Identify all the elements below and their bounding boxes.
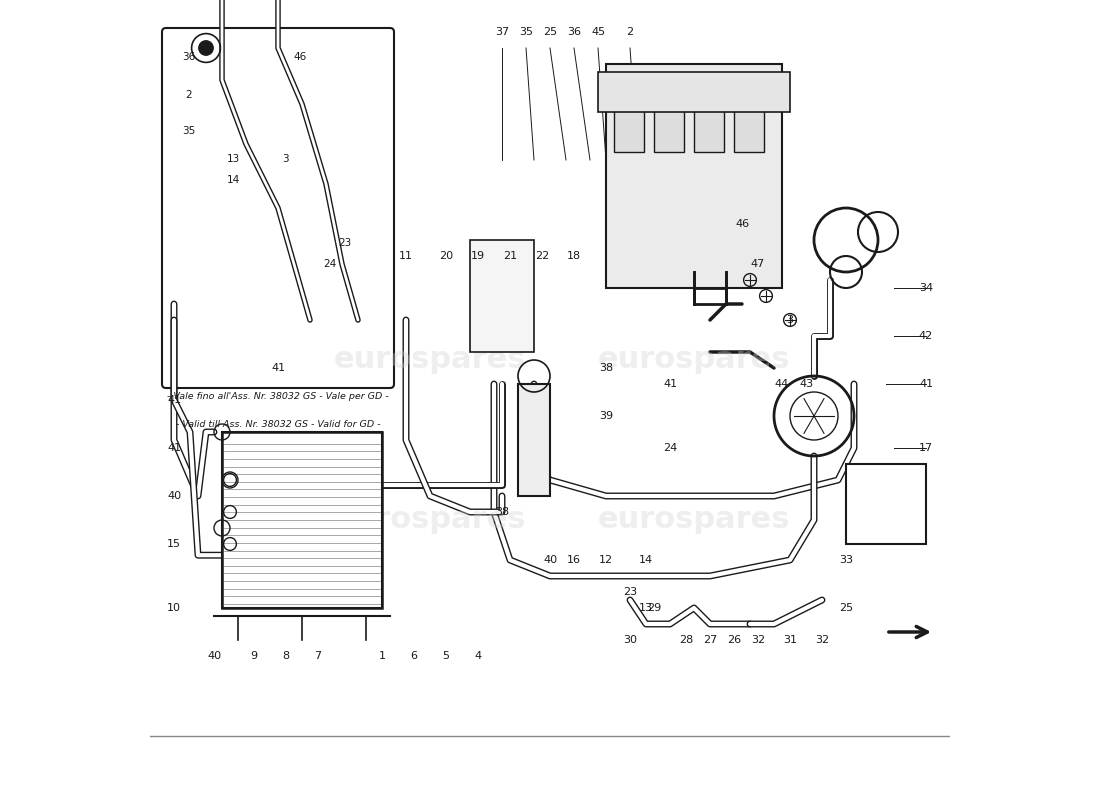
Circle shape [199,41,213,55]
Bar [518,384,550,496]
Text: 32: 32 [815,635,829,645]
Text: 28: 28 [679,635,693,645]
Text: 3: 3 [283,154,289,164]
Text: 17: 17 [918,443,933,453]
Text: 36: 36 [566,27,581,37]
Text: 43: 43 [799,379,813,389]
Text: 44: 44 [774,379,789,389]
Text: 4: 4 [474,651,482,661]
Text: 11: 11 [399,251,412,261]
Text: 10: 10 [167,603,182,613]
Text: 14: 14 [227,175,240,185]
Text: Tab. 39: Tab. 39 [862,514,910,526]
Bar [846,464,926,544]
Text: 25: 25 [839,603,854,613]
Text: 13: 13 [227,154,240,164]
Text: Tav. 39: Tav. 39 [862,486,910,498]
Text: 41: 41 [918,379,933,389]
Text: 35: 35 [182,126,195,135]
Text: 26: 26 [727,635,741,645]
Bar [222,432,382,608]
Text: 34: 34 [918,283,933,293]
Text: 40: 40 [543,555,557,565]
Text: 8: 8 [283,651,289,661]
Text: 24: 24 [663,443,678,453]
Bar [694,88,725,152]
Text: eurospares: eurospares [333,346,526,374]
Text: 33: 33 [839,555,853,565]
Text: 41: 41 [271,363,285,373]
Text: 18: 18 [566,251,581,261]
Text: 38: 38 [598,363,613,373]
Text: 24: 24 [323,259,337,270]
Text: 29: 29 [647,603,661,613]
Text: 40: 40 [207,651,221,661]
Bar [470,240,534,352]
Text: 42: 42 [918,331,933,341]
Text: 46: 46 [294,52,307,62]
Bar [654,88,684,152]
Text: 31: 31 [783,635,798,645]
Text: - Valid till Ass. Nr. 38032 GS - Valid for GD -: - Valid till Ass. Nr. 38032 GS - Valid f… [176,420,381,429]
Text: 2: 2 [185,90,191,100]
Text: 38: 38 [495,507,509,517]
Text: 45: 45 [591,27,605,37]
Text: 20: 20 [439,251,453,261]
Text: 15: 15 [167,539,182,549]
Text: 25: 25 [543,27,557,37]
Bar [598,72,790,112]
Bar [614,88,645,152]
Text: 47: 47 [751,259,766,269]
Text: 41: 41 [167,395,182,405]
Text: 9: 9 [251,651,257,661]
Text: 6: 6 [410,651,418,661]
Text: 22: 22 [535,251,549,261]
Text: 32: 32 [751,635,766,645]
Bar [222,432,382,608]
Text: 5: 5 [442,651,450,661]
Text: 12: 12 [598,555,613,565]
Text: eurospares: eurospares [333,506,526,534]
Text: eurospares: eurospares [597,506,790,534]
Text: 40: 40 [167,491,182,501]
Text: 14: 14 [639,555,653,565]
Text: 35: 35 [519,27,534,37]
Text: 19: 19 [471,251,485,261]
Text: 39: 39 [598,411,613,421]
Text: 37: 37 [495,27,509,37]
Text: 36: 36 [182,52,195,62]
Text: 30: 30 [623,635,637,645]
Text: 41: 41 [663,379,678,389]
Text: - Vale fino all'Ass. Nr. 38032 GS - Vale per GD -: - Vale fino all'Ass. Nr. 38032 GS - Vale… [167,392,389,401]
Text: 3: 3 [786,315,793,325]
Text: 27: 27 [703,635,717,645]
Bar [734,88,764,152]
Text: 16: 16 [566,555,581,565]
Text: 23: 23 [339,238,352,248]
Bar [606,64,782,288]
Text: 2: 2 [626,27,634,37]
Text: 46: 46 [735,219,749,229]
Text: 7: 7 [315,651,321,661]
Text: 1: 1 [378,651,385,661]
Text: 21: 21 [503,251,517,261]
Text: eurospares: eurospares [597,346,790,374]
Text: 13: 13 [639,603,653,613]
FancyBboxPatch shape [162,28,394,388]
Text: 23: 23 [623,587,637,597]
Text: 41: 41 [167,443,182,453]
